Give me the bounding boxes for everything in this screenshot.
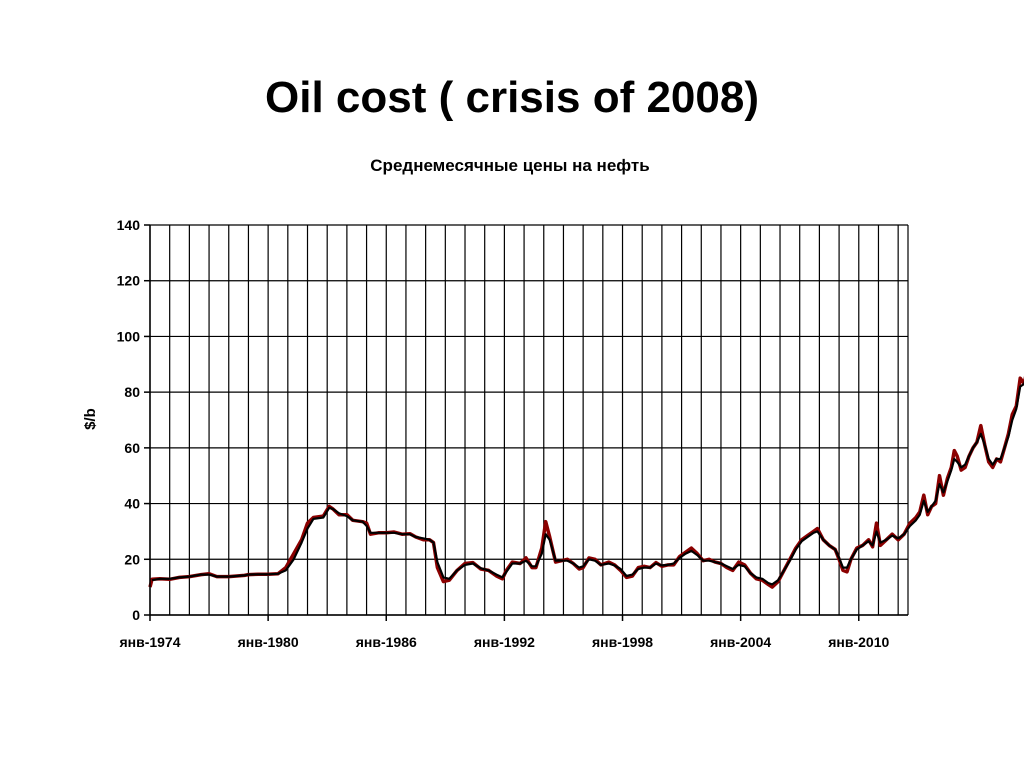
- y-tick-labels: 0 20 40 60 80 100 120 140: [117, 217, 141, 623]
- x-tick-labels: янв-1974 янв-1980 янв-1986 янв-1992 янв-1998…: [119, 634, 889, 650]
- x-tick-label: янв-1992: [474, 634, 535, 650]
- series-line-2: [151, 380, 1024, 586]
- y-tick-label: 0: [132, 607, 140, 623]
- y-tick-label: 80: [124, 384, 140, 400]
- y-axis-label: $/b: [82, 408, 99, 430]
- y-tick-label: 20: [124, 551, 140, 567]
- slide-title: Oil cost ( crisis of 2008): [265, 73, 759, 122]
- y-tick-label: 60: [124, 440, 140, 456]
- y-tick-label: 40: [124, 496, 140, 512]
- y-tick-label: 120: [117, 273, 141, 289]
- chart-title: Среднемесячные цены на нефть: [370, 156, 649, 175]
- series-line-1: [148, 375, 1024, 589]
- y-tick-label: 100: [117, 328, 141, 344]
- x-tick-label: янв-1974: [119, 634, 180, 650]
- x-tick-label: янв-1998: [592, 634, 653, 650]
- axes: [144, 224, 908, 621]
- x-tick-label: янв-1986: [356, 634, 417, 650]
- grid-lines: [149, 224, 909, 616]
- x-tick-label: янв-1980: [238, 634, 299, 650]
- y-tick-label: 140: [117, 217, 141, 233]
- series-layer: [148, 375, 1024, 589]
- x-tick-label: янв-2010: [828, 634, 889, 650]
- x-tick-label: янв-2004: [710, 634, 771, 650]
